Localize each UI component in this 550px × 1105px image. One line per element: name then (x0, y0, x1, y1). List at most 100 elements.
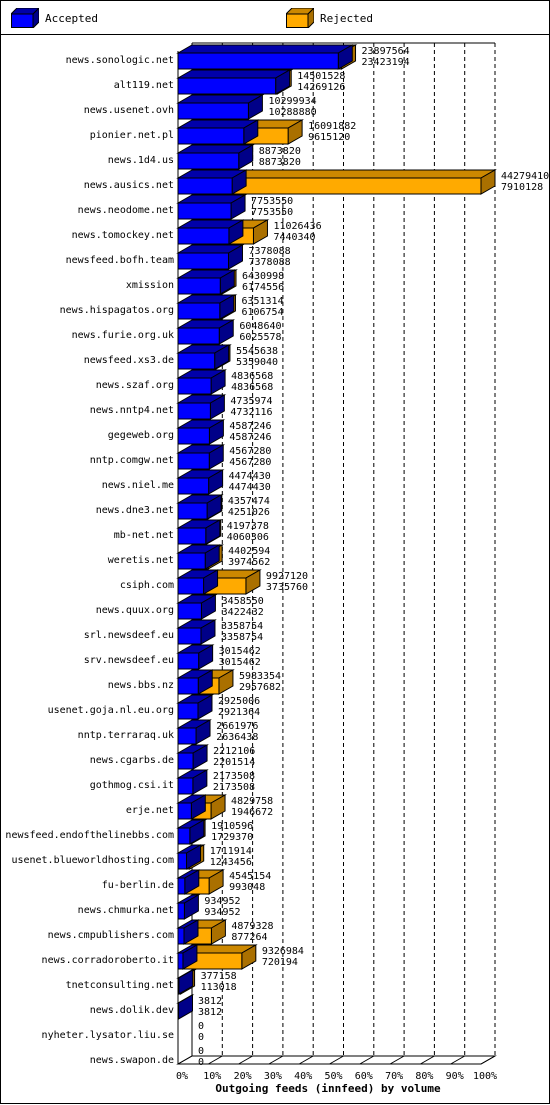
x-tick-label: 20% (234, 1071, 252, 1082)
legend: Accepted Rejected (0, 0, 550, 35)
rejected-value-label: 14501528 (297, 71, 345, 82)
host-label: nntp.terraraq.uk (78, 730, 174, 741)
accepted-bar (177, 802, 192, 820)
accepted-value-label: 993048 (229, 882, 265, 893)
host-label: fu-berlin.de (102, 880, 174, 891)
legend-rejected-label: Rejected (320, 11, 373, 25)
rejected-value-label: 0 (198, 1021, 204, 1032)
rejected-value-label: 4402594 (228, 546, 270, 557)
accepted-value-label: 2921364 (218, 707, 260, 718)
rejected-value-label: 6351314 (241, 296, 283, 307)
accepted-bar (177, 752, 194, 770)
floor-tick-line (298, 1055, 314, 1065)
host-label: srl.newsdeef.eu (84, 630, 174, 641)
host-label: news.hispagatos.org (60, 305, 174, 316)
rejected-value-label: 4587246 (229, 421, 271, 432)
host-label: news.usenet.ovh (84, 105, 174, 116)
host-label: news.chmurka.net (78, 905, 174, 916)
host-label: news.tomockey.net (72, 230, 174, 241)
accepted-value-label: 9615120 (308, 132, 350, 143)
accepted-bar (177, 302, 221, 320)
rejected-value-label: 4474430 (229, 471, 271, 482)
accepted-bar (177, 1002, 179, 1020)
accepted-value-label: 113018 (201, 982, 237, 993)
host-label: news.bbs.nz (108, 680, 174, 691)
accepted-value-label: 23423194 (362, 57, 410, 68)
accepted-value-label: 3812 (198, 1007, 222, 1018)
host-label: csiph.com (120, 580, 174, 591)
rejected-value-label: 44279410 (501, 171, 549, 182)
rejected-value-label: 2212106 (213, 746, 255, 757)
floor-tick-line (238, 1055, 253, 1065)
host-label: news.swapon.de (90, 1055, 174, 1066)
accepted-bar (177, 527, 207, 545)
rejected-value-label: 2661976 (216, 721, 258, 732)
rejected-value-label: 11026436 (273, 221, 321, 232)
rejected-value-label: 3812 (198, 996, 222, 1007)
accepted-bar-top (176, 44, 355, 54)
rejected-value-label: 23897564 (362, 46, 410, 57)
accepted-bar (177, 452, 210, 470)
accepted-value-label: 2173508 (213, 782, 255, 793)
x-tick-label: 60% (355, 1071, 373, 1082)
rejected-value-label: 4836568 (231, 371, 273, 382)
floor-tick-line (359, 1055, 375, 1065)
accepted-bar (177, 552, 206, 570)
accepted-bar (177, 952, 184, 970)
accepted-value-label: 2201514 (213, 757, 255, 768)
floor-tick-line (177, 1055, 193, 1065)
accepted-bar (177, 127, 245, 145)
accepted-bar (177, 902, 185, 920)
accepted-bar (177, 977, 180, 995)
x-tick-label: 30% (264, 1071, 282, 1082)
accepted-bar (177, 427, 210, 445)
host-label: news.ausics.net (84, 180, 174, 191)
rejected-value-label: 4545154 (229, 871, 271, 882)
accepted-bar (177, 852, 188, 870)
accepted-bar (177, 377, 212, 395)
x-tick-label: 80% (415, 1071, 433, 1082)
host-label: gothmog.csi.it (90, 780, 174, 791)
host-label: pionier.net.pl (90, 130, 174, 141)
legend-item-accepted: Accepted (11, 8, 98, 28)
host-label: weretis.net (108, 555, 174, 566)
x-tick-label: 40% (294, 1071, 312, 1082)
accepted-value-label: 7910128 (501, 182, 543, 193)
rejected-value-label: 2925006 (218, 696, 260, 707)
accepted-value-label: 4060306 (227, 532, 269, 543)
accepted-value-label: 6174556 (242, 282, 284, 293)
accepted-bar (177, 227, 230, 245)
rejected-value-label: 4735974 (230, 396, 272, 407)
accepted-bar (177, 52, 339, 70)
host-label: news.cmpublishers.com (48, 930, 174, 941)
accepted-value-label: 0 (198, 1057, 204, 1068)
accepted-bar-top (176, 69, 292, 79)
accepted-value-label: 720194 (262, 957, 298, 968)
host-label: news.sonologic.net (66, 55, 174, 66)
accepted-bar (177, 702, 199, 720)
rejected-value-label: 4567280 (229, 446, 271, 457)
accepted-value-label: 2957682 (239, 682, 281, 693)
accepted-value-label: 6106754 (241, 307, 283, 318)
accepted-value-label: 4251026 (228, 507, 270, 518)
accepted-bar (177, 152, 240, 170)
accepted-value-label: 1729370 (211, 832, 253, 843)
rejected-value-label: 4197378 (227, 521, 269, 532)
host-label: nyheter.lysator.liu.se (42, 1030, 174, 1041)
x-tick-label: 50% (324, 1071, 342, 1082)
accepted-bar (177, 877, 186, 895)
accepted-value-label: 4474430 (229, 482, 271, 493)
rejected-value-label: 7753550 (251, 196, 293, 207)
accepted-value-label: 8873820 (259, 157, 301, 168)
host-label: newsfeed.bofh.team (66, 255, 174, 266)
accepted-bar (177, 602, 202, 620)
legend-accepted-label: Accepted (45, 11, 98, 25)
accepted-bar (177, 102, 249, 120)
accepted-bar (177, 327, 220, 345)
accepted-value-label: 7378088 (248, 257, 290, 268)
host-label: news.dolik.dev (90, 1005, 174, 1016)
rejected-value-label: 3358754 (221, 621, 263, 632)
host-label: tnetconsulting.net (66, 980, 174, 991)
rejected-value-label: 9326984 (262, 946, 304, 957)
host-label: newsfeed.endofthelinebbs.com (5, 830, 174, 841)
